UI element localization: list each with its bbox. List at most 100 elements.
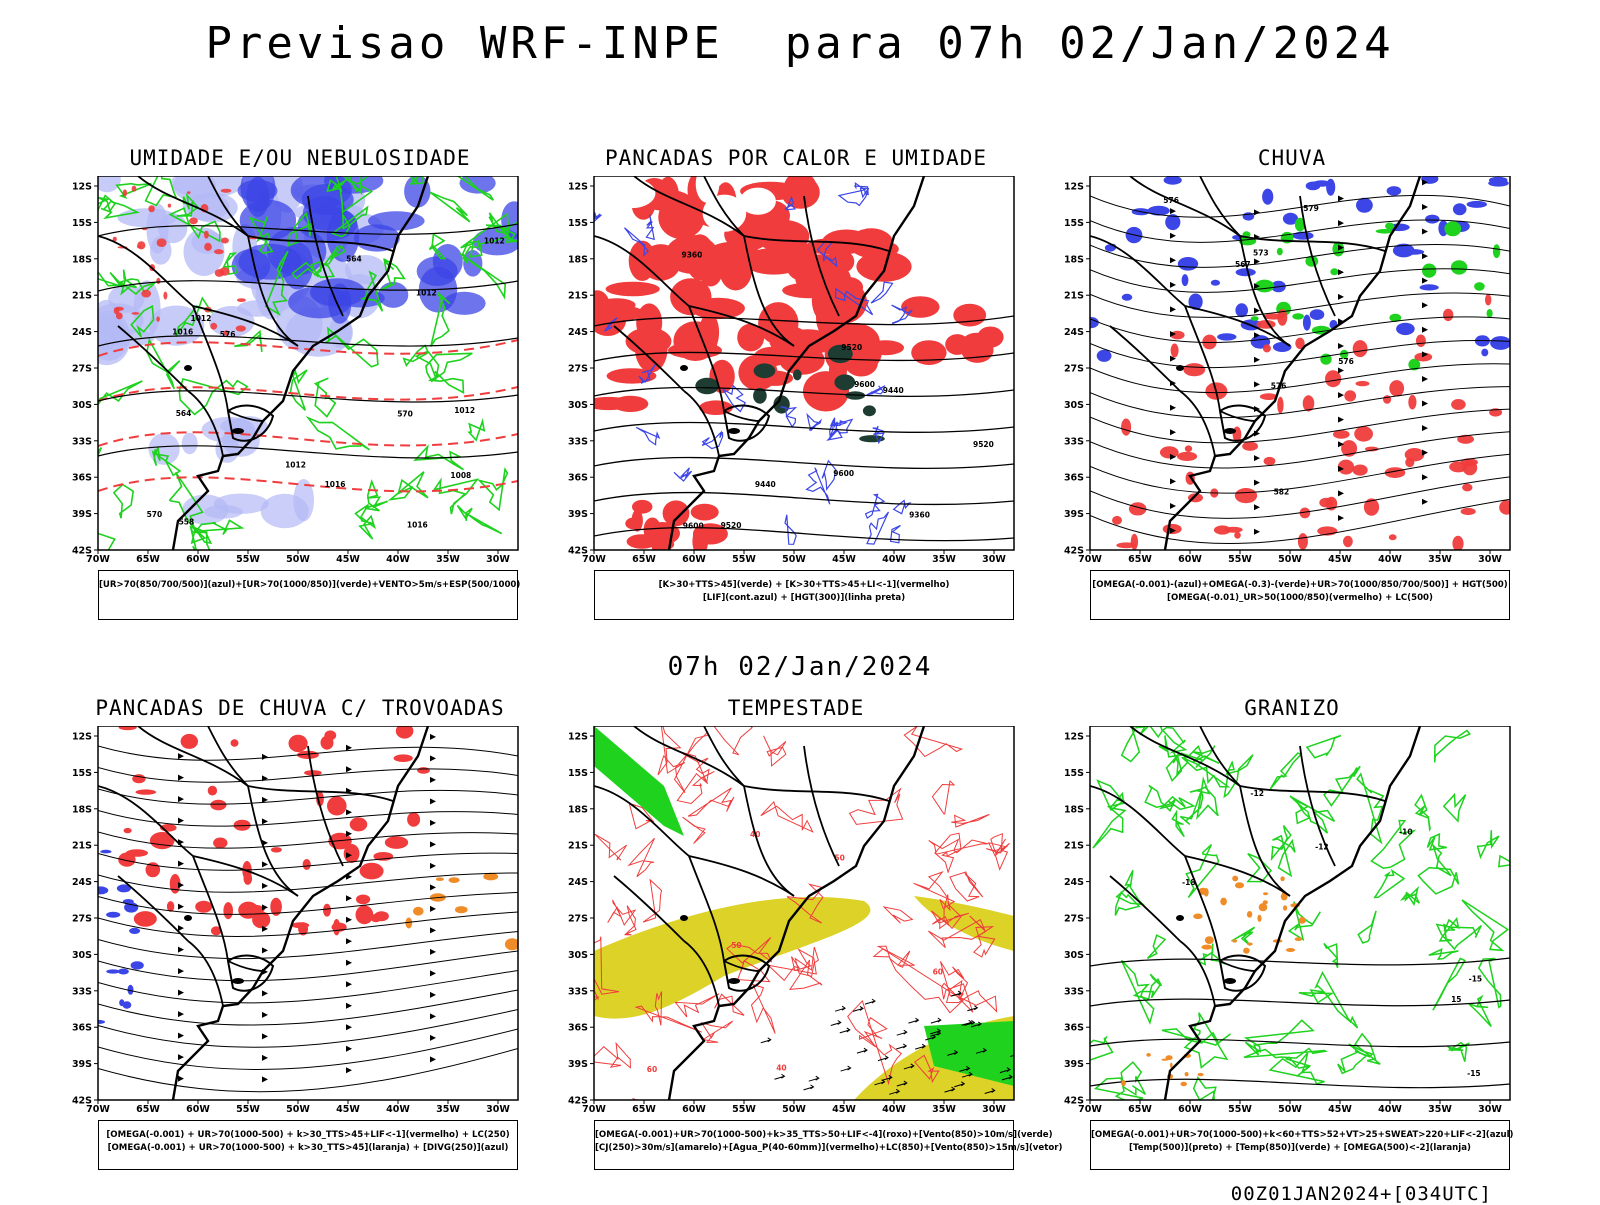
wind-area bbox=[214, 249, 224, 255]
omega-area bbox=[1090, 317, 1099, 329]
lon-tick-label: 35W bbox=[1428, 1104, 1452, 1115]
instability-area bbox=[844, 349, 878, 377]
stream-arrow bbox=[430, 733, 436, 740]
omega-area bbox=[1450, 260, 1468, 275]
lat-tick-label: 24S bbox=[568, 327, 588, 338]
rain-area bbox=[1295, 337, 1305, 349]
temp850-contour bbox=[1442, 792, 1467, 823]
lat-tick-label: 27S bbox=[1064, 914, 1084, 925]
water-contour bbox=[682, 816, 706, 844]
country-border bbox=[247, 235, 394, 252]
omega-area bbox=[1422, 263, 1437, 278]
lon-tick-label: 50W bbox=[1278, 1104, 1302, 1115]
stream-arrow bbox=[1338, 392, 1344, 399]
stream-arrow bbox=[1170, 208, 1176, 215]
stream-arrow bbox=[346, 852, 352, 859]
stream-arrow bbox=[1422, 179, 1428, 186]
country-border bbox=[1179, 940, 1216, 1007]
water-contour bbox=[766, 948, 817, 982]
stream-arrow bbox=[262, 796, 268, 803]
stream-arrow bbox=[430, 862, 436, 869]
map-plot: 1012 1012 1012 1008 1016 1012 1016 1012 1016 576 5… bbox=[72, 176, 519, 565]
panel-title: UMIDADE E/OU NEBULOSIDADE bbox=[129, 146, 471, 170]
streamline bbox=[98, 852, 518, 871]
streamline bbox=[98, 788, 518, 805]
wind-area bbox=[131, 312, 140, 315]
water-contour bbox=[594, 833, 628, 861]
divergence-area bbox=[116, 884, 131, 893]
stream-arrow bbox=[1338, 318, 1344, 325]
lon-tick-label: 55W bbox=[1228, 554, 1252, 565]
main-title: Previsao WRF-INPE para 07h 02/Jan/2024 bbox=[205, 18, 1395, 69]
lat-tick-label: 39S bbox=[1064, 1059, 1084, 1070]
humidity-contour bbox=[326, 178, 374, 214]
humidity-contour bbox=[98, 270, 125, 289]
country-border bbox=[1239, 235, 1386, 252]
humidity-contour bbox=[429, 191, 471, 223]
stream-arrow bbox=[346, 895, 352, 902]
stream-arrow bbox=[1422, 425, 1428, 432]
country-border bbox=[192, 305, 229, 412]
humidity-area bbox=[378, 281, 409, 308]
coastline bbox=[171, 176, 430, 550]
lif-contour bbox=[829, 419, 848, 437]
k-tts-area bbox=[834, 374, 856, 391]
streamline bbox=[1090, 316, 1510, 343]
omega-area bbox=[1466, 200, 1487, 208]
thunder-area bbox=[270, 847, 282, 853]
humidity-area bbox=[98, 303, 144, 338]
country-border bbox=[1219, 410, 1256, 422]
water-contour bbox=[680, 751, 710, 784]
stream-arrow bbox=[430, 927, 436, 934]
lon-tick-label: 35W bbox=[436, 1104, 460, 1115]
water-contour bbox=[714, 993, 745, 1016]
omega500-area bbox=[1165, 1055, 1173, 1061]
thunder-area bbox=[316, 791, 324, 807]
stream-arrow bbox=[1170, 281, 1176, 288]
country-border bbox=[307, 745, 344, 867]
thunder-area bbox=[302, 859, 311, 870]
rain-area bbox=[1365, 446, 1379, 452]
lif-contour bbox=[891, 304, 913, 325]
stream-arrow bbox=[178, 968, 184, 975]
contour-label: 576 bbox=[1338, 357, 1354, 366]
lif-contour bbox=[673, 467, 693, 482]
humidity-contour bbox=[348, 176, 370, 196]
rain-area bbox=[1389, 380, 1405, 397]
temp850-contour bbox=[1090, 1035, 1114, 1061]
lon-tick-label: 60W bbox=[682, 1104, 706, 1115]
wind-vector bbox=[984, 1088, 996, 1094]
instability-area bbox=[612, 395, 649, 412]
wind-vector bbox=[808, 1075, 820, 1082]
country-border bbox=[1299, 745, 1336, 867]
water-contour bbox=[943, 894, 962, 930]
legend-line: [OMEGA(-0.001)-(azul)+OMEGA(-0.3)-(verde… bbox=[1092, 580, 1508, 590]
omega500-area bbox=[1198, 887, 1208, 895]
country-border bbox=[247, 235, 299, 347]
map-layers: -12 -12 -15 -15 -18 -10 15 bbox=[1090, 726, 1510, 1100]
legend-box: [OMEGA(-0.001)+UR>70(1000-500)+k>35_TTS>… bbox=[594, 1120, 1062, 1170]
k-tts-area bbox=[753, 363, 776, 379]
country-border bbox=[192, 855, 299, 897]
stream-arrow bbox=[1338, 490, 1344, 497]
stream-arrow bbox=[1254, 381, 1260, 388]
stream-arrow bbox=[430, 1034, 436, 1041]
stream-arrow bbox=[262, 861, 268, 868]
legend-box: [OMEGA(-0.001)+UR>70(1000-500)+k<60+TTS>… bbox=[1090, 1120, 1513, 1170]
thunder-area bbox=[323, 903, 331, 917]
clear-area bbox=[609, 178, 656, 209]
omega-area bbox=[1250, 316, 1259, 321]
country-border bbox=[207, 176, 249, 237]
instability-area bbox=[855, 232, 880, 256]
wind-area bbox=[137, 241, 146, 250]
humidity-contour bbox=[428, 232, 447, 260]
humidity-contour bbox=[331, 205, 369, 238]
stream-arrow bbox=[1254, 307, 1260, 314]
water-contour bbox=[945, 979, 998, 1013]
lon-tick-label: 60W bbox=[186, 1104, 210, 1115]
instability-area bbox=[953, 303, 987, 327]
temp500-contour bbox=[1090, 957, 1510, 967]
omega-area bbox=[1302, 314, 1311, 331]
country-border bbox=[743, 235, 890, 252]
humidity-area bbox=[302, 196, 347, 231]
